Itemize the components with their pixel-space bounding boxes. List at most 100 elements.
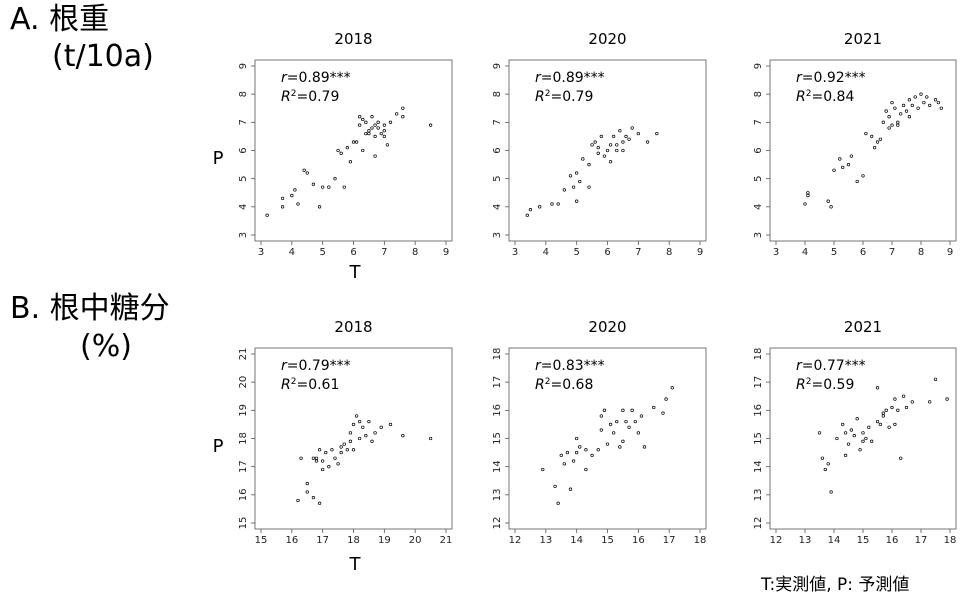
- section-b-unit: (%): [80, 329, 132, 364]
- data-point: [562, 462, 566, 466]
- data-point: [922, 100, 926, 105]
- y-tick-label: 5: [753, 175, 764, 181]
- y-tick-label: 17: [753, 376, 764, 389]
- data-point: [664, 397, 668, 401]
- data-point: [596, 448, 600, 452]
- data-point: [899, 456, 903, 460]
- r-squared-value: R2=0.79: [535, 89, 593, 105]
- data-point: [864, 131, 868, 136]
- data-point: [907, 115, 912, 119]
- data-point: [428, 436, 433, 441]
- r-squared-value: R2=0.68: [535, 377, 593, 393]
- data-point: [605, 148, 610, 153]
- data-point: [311, 496, 316, 500]
- y-tick-label: 14: [492, 460, 503, 473]
- data-point: [618, 129, 622, 133]
- data-point: [351, 140, 356, 144]
- r-value: r=0.79***: [281, 358, 351, 374]
- data-point: [311, 456, 316, 460]
- x-tick-label: 5: [573, 247, 579, 258]
- data-point: [296, 498, 300, 503]
- x-tick-label: 18: [347, 535, 360, 546]
- data-point: [803, 202, 807, 206]
- data-point: [401, 115, 405, 119]
- data-point: [317, 205, 322, 209]
- data-point: [370, 439, 374, 443]
- data-point: [913, 95, 917, 99]
- data-point: [596, 146, 600, 150]
- footnote: T:実測値, P: 予測値: [761, 575, 910, 595]
- data-point: [354, 140, 359, 144]
- data-point: [887, 115, 891, 119]
- x-axis-label: T: [349, 262, 362, 283]
- data-point: [280, 196, 285, 201]
- plot-title: 2021: [844, 318, 882, 336]
- data-point: [896, 123, 900, 127]
- y-tick-label: 7: [492, 119, 503, 125]
- x-tick-label: 7: [635, 247, 641, 258]
- data-point: [296, 202, 300, 206]
- data-point: [843, 453, 848, 458]
- data-point: [618, 445, 622, 449]
- data-point: [633, 419, 637, 424]
- y-tick-label: 16: [753, 404, 764, 417]
- data-point: [928, 103, 932, 108]
- data-point: [910, 103, 914, 108]
- data-point: [388, 422, 393, 427]
- x-tick-label: 3: [512, 247, 518, 258]
- x-tick-label: 6: [350, 247, 356, 258]
- data-point: [568, 174, 573, 178]
- data-point: [599, 414, 603, 418]
- data-point: [602, 408, 607, 412]
- data-point: [525, 213, 529, 217]
- x-axis-label: T: [349, 554, 362, 575]
- data-point: [370, 115, 374, 119]
- y-tick-label: 4: [238, 204, 249, 210]
- data-point: [608, 422, 613, 427]
- y-tick-label: 4: [492, 204, 503, 210]
- data-point: [901, 394, 906, 398]
- x-tick-label: 12: [770, 535, 783, 546]
- x-tick-label: 7: [889, 247, 895, 258]
- data-point: [636, 131, 640, 136]
- data-point: [636, 431, 640, 435]
- data-point: [627, 137, 631, 141]
- data-point: [621, 408, 625, 412]
- y-tick-label: 4: [753, 204, 764, 210]
- data-point: [559, 453, 563, 458]
- y-tick-label: 17: [492, 376, 503, 389]
- data-point: [345, 146, 349, 150]
- data-point: [348, 160, 353, 164]
- data-point: [333, 456, 337, 460]
- data-point: [928, 400, 932, 404]
- data-point: [351, 448, 356, 452]
- data-point: [351, 422, 356, 427]
- plot-frame: [769, 347, 957, 530]
- x-tick-label: 8: [666, 247, 672, 258]
- data-point: [826, 462, 830, 466]
- y-tick-label: 5: [238, 175, 249, 181]
- y-tick-label: 15: [753, 432, 764, 445]
- y-tick-label: 15: [492, 432, 503, 445]
- x-tick-label: 7: [381, 247, 387, 258]
- data-point: [358, 115, 362, 119]
- data-point: [373, 134, 377, 139]
- data-point: [846, 442, 851, 446]
- data-point: [293, 188, 297, 192]
- y-tick-label: 8: [753, 91, 764, 97]
- data-point: [861, 439, 865, 443]
- x-tick-label: 13: [799, 535, 812, 546]
- data-point: [348, 439, 353, 443]
- data-point: [302, 168, 306, 172]
- data-point: [652, 405, 656, 410]
- plot-frame: [769, 59, 957, 242]
- y-tick-label: 19: [238, 404, 249, 417]
- data-point: [875, 419, 880, 424]
- y-tick-label: 6: [238, 147, 249, 153]
- x-tick-label: 4: [543, 247, 549, 258]
- x-tick-label: 6: [860, 247, 866, 258]
- data-point: [314, 456, 319, 460]
- plot-title: 2018: [334, 30, 372, 48]
- data-point: [870, 439, 874, 443]
- data-point: [861, 431, 865, 435]
